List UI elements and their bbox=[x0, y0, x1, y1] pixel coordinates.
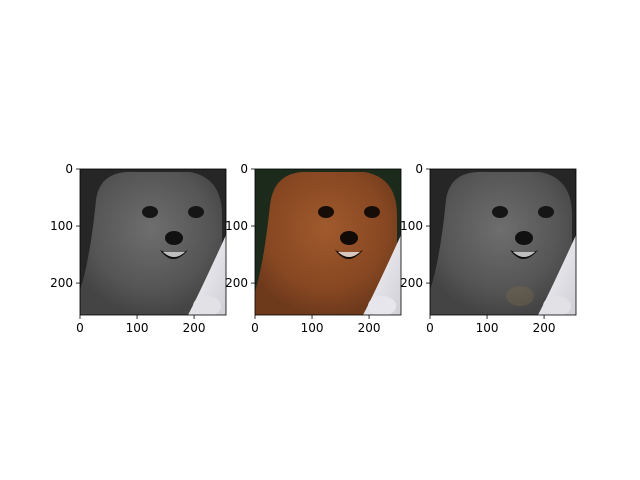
x-tick-label: 0 bbox=[251, 321, 259, 335]
y-tick-label: 0 bbox=[415, 162, 423, 176]
panel-1-x-ticks: 0 100 200 bbox=[76, 315, 206, 335]
puppy-image-grayscale bbox=[80, 169, 226, 315]
x-tick-label: 200 bbox=[358, 321, 381, 335]
puppy-image-grayscale-faint-color bbox=[430, 169, 576, 315]
puppy-image-color bbox=[255, 169, 401, 315]
y-tick-label: 100 bbox=[225, 219, 248, 233]
x-tick-label: 200 bbox=[183, 321, 206, 335]
x-tick-label: 100 bbox=[126, 321, 149, 335]
panel-2: 0 100 200 0 100 200 bbox=[225, 162, 402, 335]
panel-2-x-ticks: 0 100 200 bbox=[251, 315, 381, 335]
x-tick-label: 100 bbox=[301, 321, 324, 335]
panel-1-y-ticks: 0 100 200 bbox=[50, 162, 80, 290]
panel-3-x-ticks: 0 100 200 bbox=[426, 315, 556, 335]
panel-2-y-ticks: 0 100 200 bbox=[225, 162, 255, 290]
panel-3: 0 100 200 0 100 200 bbox=[400, 162, 577, 335]
x-tick-label: 100 bbox=[476, 321, 499, 335]
y-tick-label: 200 bbox=[225, 276, 248, 290]
y-tick-label: 200 bbox=[50, 276, 73, 290]
y-tick-label: 0 bbox=[240, 162, 248, 176]
y-tick-label: 100 bbox=[400, 219, 423, 233]
x-tick-label: 0 bbox=[426, 321, 434, 335]
y-tick-label: 0 bbox=[65, 162, 73, 176]
panel-3-y-ticks: 0 100 200 bbox=[400, 162, 430, 290]
y-tick-label: 200 bbox=[400, 276, 423, 290]
panel-1: 0 100 200 0 100 200 bbox=[50, 162, 227, 335]
x-tick-label: 0 bbox=[76, 321, 84, 335]
y-tick-label: 100 bbox=[50, 219, 73, 233]
x-tick-label: 200 bbox=[533, 321, 556, 335]
